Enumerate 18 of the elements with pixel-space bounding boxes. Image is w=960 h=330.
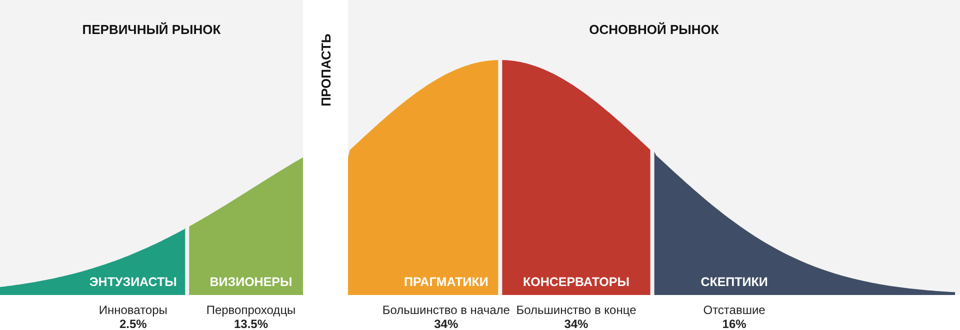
text: ОСНОВНОЙ РЫНОК xyxy=(589,22,719,37)
data-label: 34% xyxy=(564,317,589,330)
text: ПРАГМАТИКИ xyxy=(404,275,488,289)
text: СКЕПТИКИ xyxy=(700,275,768,289)
text: ПРОПАСТЬ xyxy=(318,34,334,106)
text: ПЕРВИЧНЫЙ РЫНОК xyxy=(82,22,221,37)
category-label: Отставшие xyxy=(703,303,766,317)
category-label: Большинство в начале xyxy=(382,303,510,317)
data-label: 13.5% xyxy=(234,317,268,330)
data-label: 34% xyxy=(434,317,458,330)
text: КОНСЕРВАТОРЫ xyxy=(522,275,630,289)
text: ВИЗИОНЕРЫ xyxy=(210,275,292,289)
category-label: Большинство в конце xyxy=(516,303,637,317)
category-label: Первопроходцы xyxy=(206,303,296,317)
category-label: Инноваторы xyxy=(98,303,168,317)
data-label: 16% xyxy=(722,317,747,330)
text: ЭНТУЗИАСТЫ xyxy=(89,275,177,289)
data-label: 2.5% xyxy=(119,317,148,330)
